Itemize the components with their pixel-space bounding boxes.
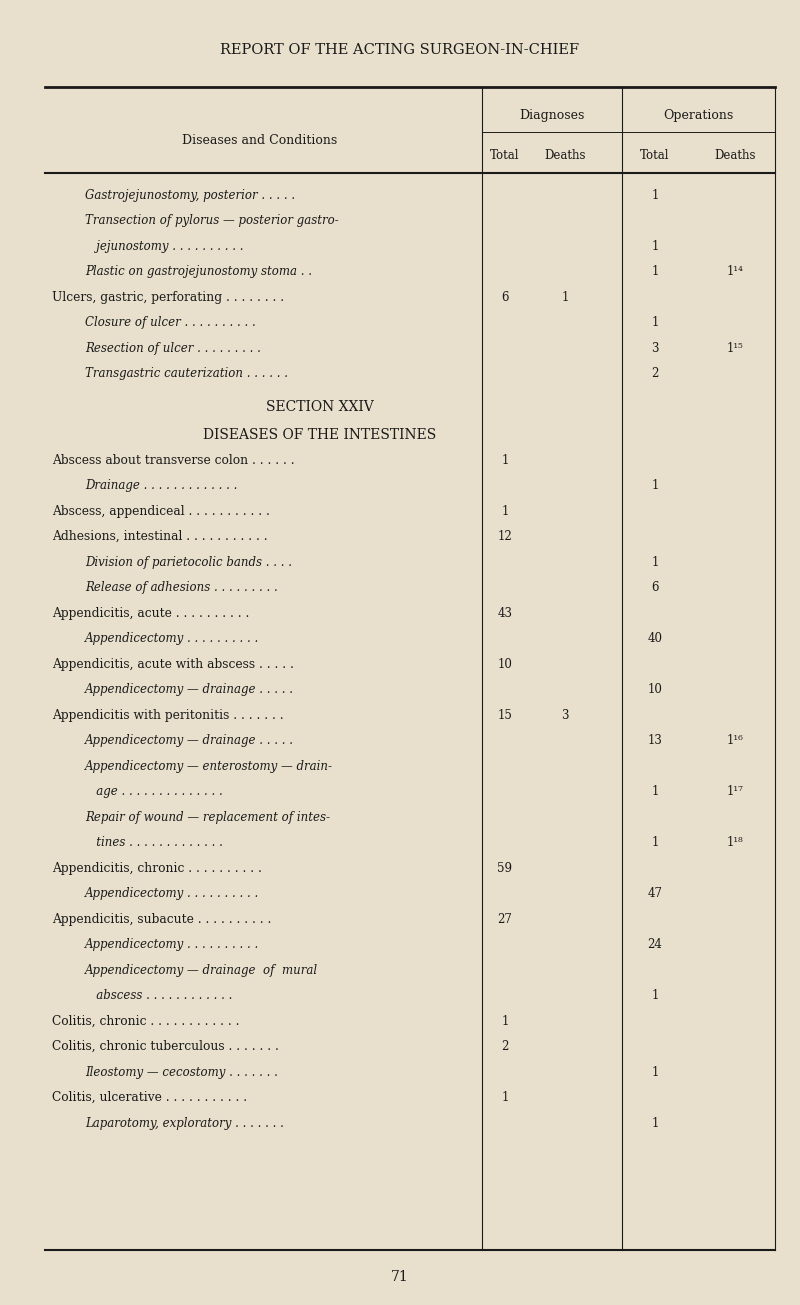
Text: Resection of ulcer . . . . . . . . .: Resection of ulcer . . . . . . . . .	[85, 342, 261, 355]
Text: tines . . . . . . . . . . . . .: tines . . . . . . . . . . . . .	[85, 837, 223, 850]
Text: 3: 3	[562, 709, 569, 722]
Text: SECTION XXIV: SECTION XXIV	[266, 399, 374, 414]
Text: 1¹⁴: 1¹⁴	[726, 265, 743, 278]
Text: 1¹⁶: 1¹⁶	[726, 735, 743, 748]
Text: 71: 71	[391, 1270, 409, 1284]
Text: Appendicectomy — drainage . . . . .: Appendicectomy — drainage . . . . .	[85, 735, 294, 748]
Text: Total: Total	[490, 149, 520, 162]
Text: Appendicectomy — drainage  of  mural: Appendicectomy — drainage of mural	[85, 963, 318, 976]
Text: 59: 59	[498, 861, 513, 874]
Text: 12: 12	[498, 530, 512, 543]
Text: Appendicitis, acute with abscess . . . . .: Appendicitis, acute with abscess . . . .…	[52, 658, 294, 671]
Text: 1¹⁷: 1¹⁷	[726, 786, 743, 799]
Text: 1: 1	[651, 1066, 658, 1079]
Text: Appendicectomy . . . . . . . . . .: Appendicectomy . . . . . . . . . .	[85, 887, 259, 900]
Text: 15: 15	[498, 709, 513, 722]
Text: 47: 47	[647, 887, 662, 900]
Text: 43: 43	[498, 607, 513, 620]
Text: Appendicectomy — enterostomy — drain-: Appendicectomy — enterostomy — drain-	[85, 760, 333, 773]
Text: 1: 1	[651, 1117, 658, 1130]
Text: Drainage . . . . . . . . . . . . .: Drainage . . . . . . . . . . . . .	[85, 479, 238, 492]
Text: Division of parietocolic bands . . . .: Division of parietocolic bands . . . .	[85, 556, 292, 569]
Text: 1: 1	[651, 989, 658, 1002]
Text: Release of adhesions . . . . . . . . .: Release of adhesions . . . . . . . . .	[85, 581, 278, 594]
Text: 3: 3	[651, 342, 658, 355]
Text: 40: 40	[647, 632, 662, 645]
Text: 1: 1	[651, 265, 658, 278]
Text: DISEASES OF THE INTESTINES: DISEASES OF THE INTESTINES	[203, 428, 437, 441]
Text: 10: 10	[647, 684, 662, 696]
Text: Transgastric cauterization . . . . . .: Transgastric cauterization . . . . . .	[85, 367, 288, 380]
Text: 1: 1	[651, 556, 658, 569]
Text: 1: 1	[651, 188, 658, 201]
Text: jejunostomy . . . . . . . . . .: jejunostomy . . . . . . . . . .	[85, 240, 243, 252]
Text: 1: 1	[651, 479, 658, 492]
Text: Abscess, appendiceal . . . . . . . . . . .: Abscess, appendiceal . . . . . . . . . .…	[52, 505, 270, 518]
Text: 1: 1	[651, 837, 658, 850]
Text: Appendicitis, subacute . . . . . . . . . .: Appendicitis, subacute . . . . . . . . .…	[52, 912, 271, 925]
Text: 13: 13	[647, 735, 662, 748]
Text: 1: 1	[502, 505, 509, 518]
Text: 6: 6	[502, 291, 509, 304]
Text: 1¹⁵: 1¹⁵	[726, 342, 743, 355]
Text: Ulcers, gastric, perforating . . . . . . . .: Ulcers, gastric, perforating . . . . . .…	[52, 291, 284, 304]
Text: Diagnoses: Diagnoses	[519, 108, 585, 121]
Text: 1: 1	[502, 1015, 509, 1028]
Text: 1: 1	[651, 786, 658, 799]
Text: 1: 1	[651, 316, 658, 329]
Text: Appendicitis, acute . . . . . . . . . .: Appendicitis, acute . . . . . . . . . .	[52, 607, 250, 620]
Text: 1: 1	[651, 240, 658, 252]
Text: Ileostomy — cecostomy . . . . . . .: Ileostomy — cecostomy . . . . . . .	[85, 1066, 278, 1079]
Text: 2: 2	[502, 1040, 509, 1053]
Text: abscess . . . . . . . . . . . .: abscess . . . . . . . . . . . .	[85, 989, 232, 1002]
Text: 6: 6	[651, 581, 658, 594]
Text: 24: 24	[647, 938, 662, 951]
Text: Repair of wound — replacement of intes-: Repair of wound — replacement of intes-	[85, 810, 330, 823]
Text: Plastic on gastrojejunostomy stoma . .: Plastic on gastrojejunostomy stoma . .	[85, 265, 312, 278]
Text: Deaths: Deaths	[714, 149, 756, 162]
Text: Closure of ulcer . . . . . . . . . .: Closure of ulcer . . . . . . . . . .	[85, 316, 256, 329]
Text: Abscess about transverse colon . . . . . .: Abscess about transverse colon . . . . .…	[52, 454, 294, 467]
Text: Appendicectomy . . . . . . . . . .: Appendicectomy . . . . . . . . . .	[85, 632, 259, 645]
Text: 2: 2	[651, 367, 658, 380]
Text: Appendicectomy — drainage . . . . .: Appendicectomy — drainage . . . . .	[85, 684, 294, 696]
Text: 1¹⁸: 1¹⁸	[726, 837, 743, 850]
Text: 10: 10	[498, 658, 513, 671]
Text: age . . . . . . . . . . . . . .: age . . . . . . . . . . . . . .	[85, 786, 222, 799]
Text: 27: 27	[498, 912, 513, 925]
Text: 1: 1	[502, 454, 509, 467]
Text: Colitis, chronic tuberculous . . . . . . .: Colitis, chronic tuberculous . . . . . .…	[52, 1040, 279, 1053]
Text: Transection of pylorus — posterior gastro-: Transection of pylorus — posterior gastr…	[85, 214, 338, 227]
Text: Gastrojejunostomy, posterior . . . . .: Gastrojejunostomy, posterior . . . . .	[85, 188, 295, 201]
Text: Appendicitis, chronic . . . . . . . . . .: Appendicitis, chronic . . . . . . . . . …	[52, 861, 262, 874]
Text: Adhesions, intestinal . . . . . . . . . . .: Adhesions, intestinal . . . . . . . . . …	[52, 530, 268, 543]
Text: REPORT OF THE ACTING SURGEON-IN-CHIEF: REPORT OF THE ACTING SURGEON-IN-CHIEF	[221, 43, 579, 57]
Text: Colitis, ulcerative . . . . . . . . . . .: Colitis, ulcerative . . . . . . . . . . …	[52, 1091, 247, 1104]
Text: Appendicitis with peritonitis . . . . . . .: Appendicitis with peritonitis . . . . . …	[52, 709, 284, 722]
Text: Deaths: Deaths	[544, 149, 586, 162]
Text: 1: 1	[502, 1091, 509, 1104]
Text: Colitis, chronic . . . . . . . . . . . .: Colitis, chronic . . . . . . . . . . . .	[52, 1015, 239, 1028]
Text: Diseases and Conditions: Diseases and Conditions	[182, 133, 338, 146]
Text: Total: Total	[640, 149, 670, 162]
Text: 1: 1	[562, 291, 569, 304]
Text: Appendicectomy . . . . . . . . . .: Appendicectomy . . . . . . . . . .	[85, 938, 259, 951]
Text: Laparotomy, exploratory . . . . . . .: Laparotomy, exploratory . . . . . . .	[85, 1117, 284, 1130]
Text: Operations: Operations	[663, 108, 734, 121]
